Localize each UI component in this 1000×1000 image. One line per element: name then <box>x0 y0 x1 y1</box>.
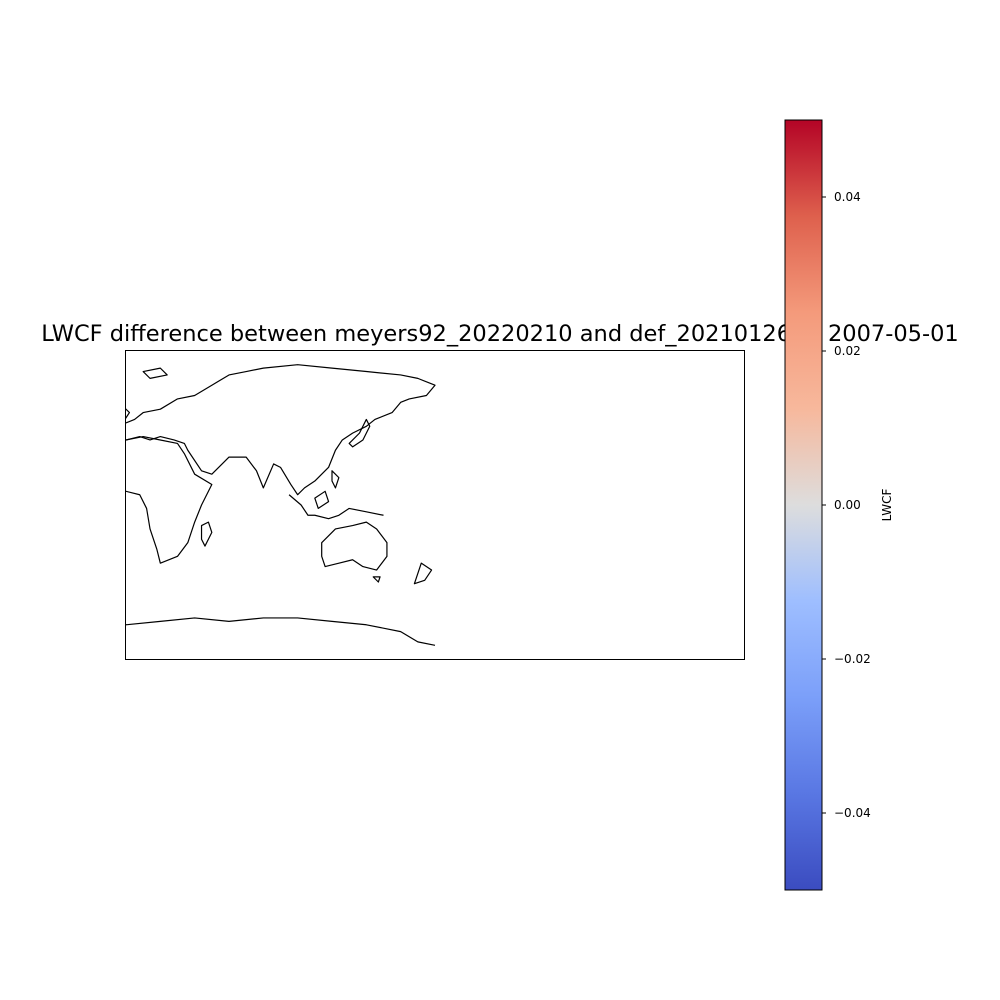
coast-antarctica <box>126 617 436 646</box>
colorbar-tick-label: −0.02 <box>834 652 871 666</box>
coast-svalbard <box>142 367 168 379</box>
colorbar-ticks: 0.040.020.00−0.02−0.04 <box>822 190 871 820</box>
coast-australia <box>321 521 388 571</box>
coast-borneo <box>314 490 330 510</box>
coast-indonesia <box>288 494 384 520</box>
colorbar-tick-label: 0.00 <box>834 498 861 512</box>
coast-eurasia <box>126 364 436 496</box>
coast-uk <box>126 408 131 419</box>
colorbar-tick-label: −0.04 <box>834 806 871 820</box>
coast-tasmania <box>372 576 381 583</box>
coast-africa <box>126 435 213 564</box>
coast-new-zealand <box>413 562 433 585</box>
map-title: LWCF difference between meyers92_2022021… <box>41 321 959 347</box>
coast-madagascar <box>200 521 213 547</box>
coast-japan <box>348 418 371 448</box>
colorbar-label: LWCF <box>880 489 894 522</box>
coast-philippines <box>331 470 340 489</box>
world-map <box>126 364 436 646</box>
colorbar-gradient <box>784 119 823 891</box>
map-frame <box>125 350 745 660</box>
colorbar-tick-label: 0.04 <box>834 190 861 204</box>
